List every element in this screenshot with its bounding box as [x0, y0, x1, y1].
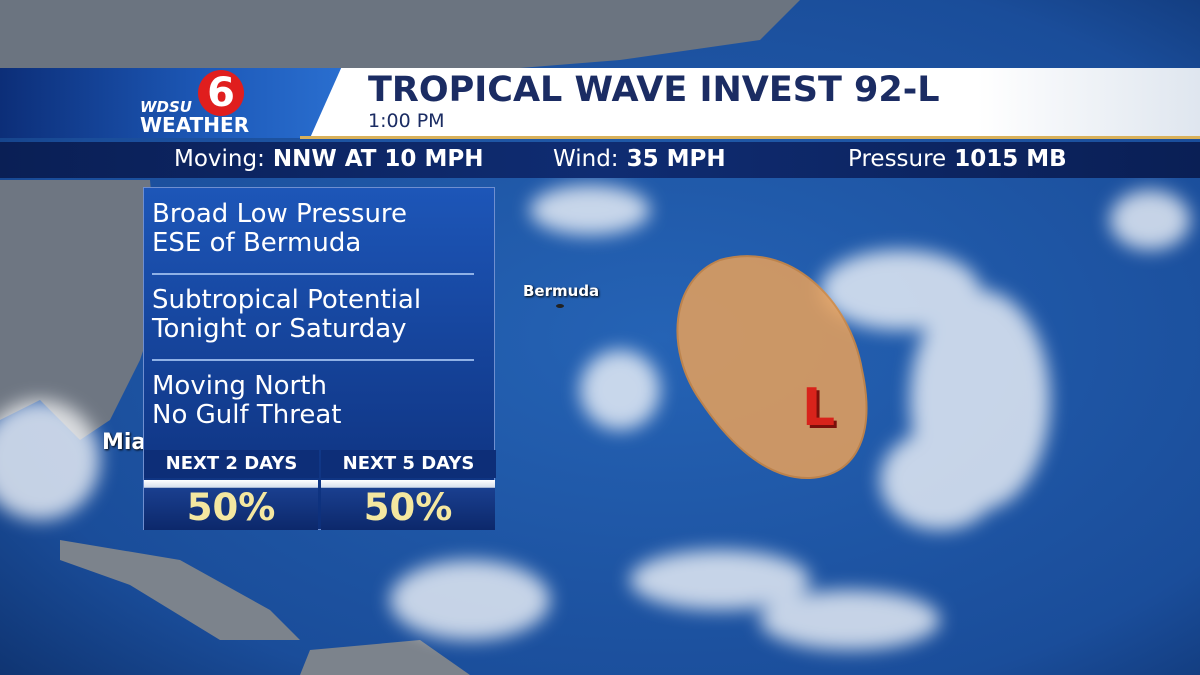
odds-value: 50% — [144, 480, 318, 530]
stat-label: Moving: — [174, 146, 265, 172]
logo-station: WDSU — [140, 98, 192, 116]
panel-line: No Gulf Threat — [152, 400, 342, 430]
stat-value: 1015 MB — [954, 146, 1067, 172]
bermuda-island — [556, 304, 564, 308]
odds-label: NEXT 2 DAYS — [144, 450, 319, 478]
stat-label: Pressure — [848, 146, 947, 172]
panel-item: Moving North No Gulf Threat — [152, 372, 342, 430]
logo-channel: 6 — [198, 70, 244, 116]
place-label: Bermuda — [523, 282, 600, 300]
stats-bar: Moving: NNW AT 10 MPH Wind: 35 MPH Pressure 1… — [0, 142, 1200, 178]
odds-label: NEXT 5 DAYS — [321, 450, 496, 478]
panel-item: Broad Low Pressure ESE of Bermuda — [152, 200, 407, 258]
info-panel: Broad Low Pressure ESE of Bermuda Subtropi… — [143, 187, 496, 530]
logo-brand: WEATHER — [140, 113, 250, 137]
header: TROPICAL WAVE INVEST 92-L 1:00 PM — [310, 68, 1200, 138]
panel-line: Moving North — [152, 371, 327, 401]
separator — [152, 359, 474, 361]
panel-line: Broad Low Pressure — [152, 199, 408, 229]
panel-line: Tonight or Saturday — [152, 314, 407, 344]
clouds — [0, 185, 1190, 650]
stat-value: NNW AT 10 MPH — [272, 146, 484, 172]
panel-line: ESE of Bermuda — [152, 228, 362, 258]
stat-value: 35 MPH — [626, 146, 726, 172]
odds-value: 50% — [321, 480, 495, 530]
low-marker: L — [802, 378, 836, 438]
separator — [152, 273, 474, 275]
stat: Moving: NNW AT 10 MPH — [174, 146, 483, 172]
development-area — [676, 255, 868, 480]
panel-item: Subtropical Potential Tonight or Saturday — [152, 286, 421, 344]
land-us — [0, 180, 160, 440]
stat: Wind: 35 MPH — [553, 146, 726, 172]
stat: Pressure 1015 MB — [848, 146, 1067, 172]
time: 1:00 PM — [368, 110, 445, 132]
land-hispaniola — [300, 640, 470, 675]
accent-line — [300, 136, 1200, 139]
station-logo: 6 WDSU WEATHER — [0, 68, 345, 138]
panel-line: Subtropical Potential — [152, 285, 422, 315]
stat-label: Wind: — [553, 146, 619, 172]
land-cuba — [60, 540, 300, 640]
title: TROPICAL WAVE INVEST 92-L — [368, 70, 940, 110]
land-north — [0, 0, 800, 68]
